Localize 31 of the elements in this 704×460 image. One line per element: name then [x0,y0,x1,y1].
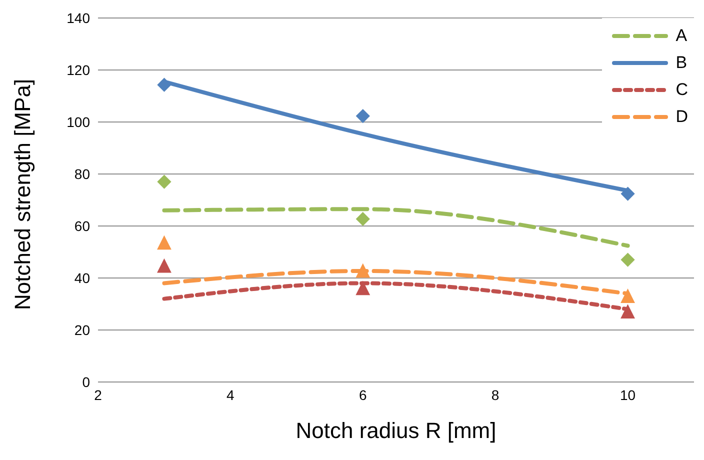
point [157,175,171,189]
y-tick-label: 40 [74,270,90,286]
legend-label: C [676,80,688,100]
point [621,253,635,267]
y-tick-label: 120 [66,62,90,78]
point [356,282,370,296]
y-tick-label: 0 [82,374,90,390]
point [621,187,635,201]
y-tick-label: 80 [74,166,90,182]
y-tick-label: 100 [66,114,90,130]
x-tick-label: 8 [491,386,500,403]
y-tick-label: 60 [74,218,90,234]
point [157,259,171,273]
y-axis-title: Notched strength [MPa] [10,78,35,310]
point [621,289,635,303]
x-axis-title: Notch radius R [mm] [296,418,496,443]
legend-label: B [676,52,688,72]
point [356,109,370,123]
point [157,236,171,250]
point [356,264,370,278]
point [621,305,635,319]
x-tick-label: 4 [226,386,235,403]
y-tick-label: 140 [66,10,90,26]
y-tick-label: 20 [74,322,90,338]
x-tick-label: 6 [358,386,367,403]
legend-label: A [676,26,688,46]
x-tick-label: 2 [94,386,102,403]
point [157,78,171,92]
legend-label: D [676,106,688,126]
x-tick-label: 10 [620,386,636,403]
point [356,212,370,226]
